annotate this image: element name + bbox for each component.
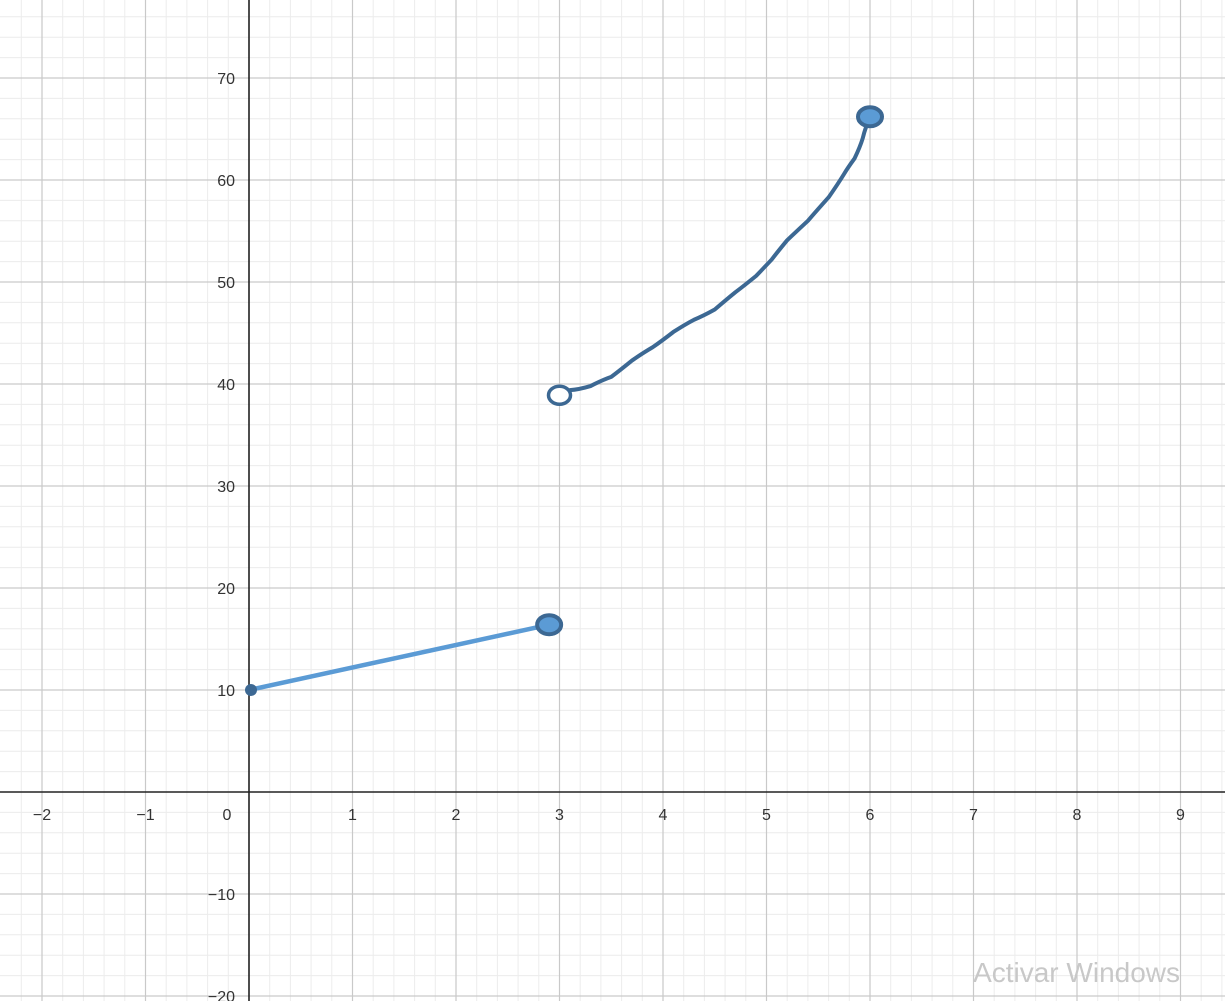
series-line-1 <box>246 622 552 693</box>
x-tick-label: 9 <box>1176 807 1185 824</box>
endpoint-closed <box>856 105 884 129</box>
y-tick-label: 50 <box>217 275 235 292</box>
x-tick-label: 2 <box>452 807 461 824</box>
y-tick-label: −20 <box>208 989 235 1001</box>
x-tick-label: 1 <box>348 807 357 824</box>
x-tick-label: 7 <box>969 807 978 824</box>
x-tick-label: −2 <box>33 807 51 824</box>
series-layer <box>246 114 872 693</box>
series-line-2 <box>557 114 872 398</box>
x-tick-label: 3 <box>555 807 564 824</box>
x-tick-label: 0 <box>223 807 232 824</box>
y-tick-label: 30 <box>217 479 235 496</box>
endpoint-closed-small <box>245 684 257 696</box>
x-tick-label: 8 <box>1073 807 1082 824</box>
y-tick-label: 40 <box>217 377 235 394</box>
x-tick-label: 6 <box>866 807 875 824</box>
endpoint-open <box>546 384 573 406</box>
y-tick-label: 20 <box>217 581 235 598</box>
y-tick-label: −10 <box>208 887 235 904</box>
activation-watermark: Activar Windows <box>973 957 1180 988</box>
x-tick-label: 5 <box>762 807 771 824</box>
y-tick-label: 60 <box>217 173 235 190</box>
points-layer <box>245 105 884 696</box>
x-tick-label: −1 <box>136 807 154 824</box>
y-tick-label: 10 <box>217 683 235 700</box>
endpoint-closed <box>535 613 564 637</box>
x-tick-label: 4 <box>659 807 668 824</box>
y-tick-label: 70 <box>217 71 235 88</box>
